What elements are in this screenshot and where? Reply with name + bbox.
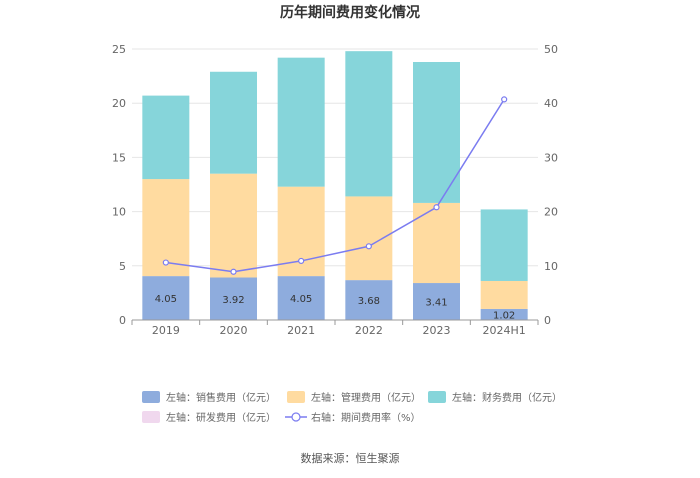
left-axis-tick-label: 5 <box>119 260 126 273</box>
bar-segment <box>277 276 325 320</box>
bar-group: 4.05 3.92 4.05 3.68 3.41 1.02 <box>142 51 528 321</box>
bar-segment <box>210 173 257 278</box>
bar-data-label: 3.41 <box>425 298 447 309</box>
right-axis-tick-label: 0 <box>544 314 551 327</box>
bar-segment <box>413 202 460 284</box>
left-axis-tick-label: 0 <box>119 314 126 327</box>
rate-point <box>365 243 372 250</box>
right-axis-tick-label: 10 <box>544 260 558 273</box>
rate-point <box>433 204 440 211</box>
bar-segment <box>345 51 393 197</box>
legend-swatch <box>142 411 160 423</box>
chart-title: 历年期间费用变化情况 <box>280 4 420 21</box>
bar-segment <box>142 95 190 180</box>
x-axis-tick-label: 2022 <box>355 324 383 337</box>
x-axis-tick-label: 2023 <box>423 324 451 337</box>
legend-swatch <box>142 391 160 403</box>
bar-segment <box>277 57 325 187</box>
right-axis-tick-label: 20 <box>544 206 558 219</box>
bar-segment <box>210 71 257 174</box>
right-axis-tick-label: 50 <box>544 43 558 56</box>
rate-point <box>230 268 237 275</box>
bar-segment <box>413 283 460 320</box>
rate-point <box>162 259 169 266</box>
bar-segment <box>480 308 528 320</box>
x-axis-tick-label: 2021 <box>287 324 315 337</box>
legend-swatch <box>428 391 446 403</box>
left-axis-tick-label: 10 <box>112 206 126 219</box>
x-axis-tick-label: 2020 <box>220 324 248 337</box>
bar-segment <box>345 196 393 281</box>
bar-segment <box>480 280 528 309</box>
bar-data-label: 3.68 <box>358 296 380 307</box>
bar-data-label: 4.05 <box>155 294 177 305</box>
bar-segment <box>480 209 528 281</box>
bar-segment <box>413 62 460 203</box>
bar-segment <box>210 277 257 320</box>
legend-label: 左轴：销售费用（亿元） <box>166 391 276 404</box>
legend-label: 左轴：研发费用（亿元） <box>166 411 276 424</box>
left-axis-tick-label: 15 <box>112 151 126 164</box>
left-axis-tick-label: 20 <box>112 97 126 110</box>
bar-data-label: 4.05 <box>290 294 312 305</box>
legend: 左轴：销售费用（亿元） 左轴：管理费用（亿元） 左轴：财务费用（亿元） 左轴：研发费用… <box>142 391 562 424</box>
source-note: 数据来源：恒生聚源 <box>301 451 400 465</box>
bar-data-label: 1.02 <box>493 310 515 321</box>
left-axis-tick-label: 25 <box>112 43 126 56</box>
grid-lines <box>132 48 538 267</box>
right-axis-tick-label: 30 <box>544 151 558 164</box>
right-axis-tick-label: 40 <box>544 97 558 110</box>
legend-marker <box>291 412 301 422</box>
legend-label: 右轴：期间费用率（%） <box>311 411 421 424</box>
bar-data-label: 3.92 <box>222 295 244 306</box>
axes-group: 0 5 10 15 20 25 0 10 20 30 40 50 2019 2020 2021 2022 202… <box>112 43 558 337</box>
legend-label: 左轴：财务费用（亿元） <box>452 391 562 404</box>
bar-segment <box>345 280 393 320</box>
legend-swatch <box>287 391 305 403</box>
x-axis-tick-label: 2019 <box>152 324 180 337</box>
line-series-group <box>162 96 508 275</box>
rate-point <box>501 96 508 103</box>
rate-line <box>165 99 505 273</box>
x-axis-tick-label: 2024H1 <box>483 324 526 337</box>
bar-segment <box>142 276 190 320</box>
rate-point <box>298 257 305 265</box>
legend-label: 左轴：管理费用（亿元） <box>311 391 421 404</box>
